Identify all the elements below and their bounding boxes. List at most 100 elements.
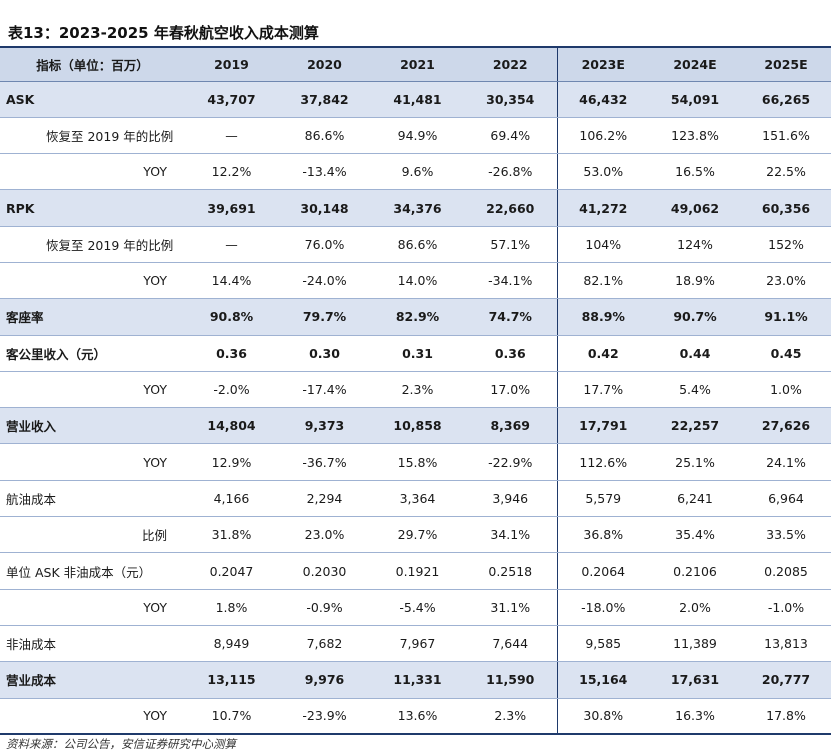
- header-year: 2020: [278, 46, 371, 82]
- row-value: 91.1%: [741, 298, 831, 336]
- row-value: 14,804: [185, 407, 278, 445]
- header-year: 2023E: [556, 46, 649, 82]
- table-row: 恢复至 2019 年的比例 —86.6% 94.9% 69.4% 106.2% 123.8…: [0, 117, 831, 155]
- row-value: 151.6%: [741, 117, 831, 155]
- row-value: 0.2064: [556, 552, 649, 590]
- row-value: 11,389: [649, 625, 741, 663]
- row-value: -18.0%: [556, 589, 649, 626]
- row-value: 8,369: [464, 407, 557, 445]
- row-value: 123.8%: [649, 117, 741, 155]
- row-value: 22,257: [649, 407, 741, 445]
- table-row: 营业成本 13,115 9,976 11,331 11,590 15,164 17,631 2…: [0, 661, 831, 699]
- row-value: 1.0%: [741, 371, 831, 409]
- row-value: 22.5%: [741, 153, 831, 191]
- row-value: 7,967: [371, 625, 464, 663]
- row-value: 18.9%: [649, 262, 741, 300]
- table-row: YOY 12.9% -36.7% 15.8% -22.9% 112.6% 25.1% 24.1…: [0, 443, 831, 481]
- row-value: 9.6%: [371, 153, 464, 191]
- row-value: 30.8%: [556, 698, 649, 736]
- row-value: 39,691: [185, 189, 278, 227]
- row-value: -26.8%: [464, 153, 557, 191]
- row-value: 35.4%: [649, 516, 741, 554]
- row-value: 15.8%: [371, 443, 464, 481]
- row-value: 86.6%: [278, 117, 371, 155]
- row-value: 34,376: [371, 189, 464, 227]
- row-value: 14.0%: [371, 262, 464, 300]
- row-value: 112.6%: [556, 443, 649, 481]
- row-value: 23.0%: [741, 262, 831, 300]
- row-label: 客公里收入（元）: [0, 335, 185, 372]
- row-value: 27,626: [741, 407, 831, 445]
- header-year: 2025E: [741, 46, 831, 82]
- header-year: 2021: [371, 46, 464, 82]
- row-value: -0.9%: [278, 589, 371, 626]
- row-value: -1.0%: [741, 589, 831, 626]
- source-note: 资料来源：公司公告，安信证券研究中心测算: [6, 737, 236, 751]
- row-value: 66,265: [741, 81, 831, 118]
- row-value: 152%: [741, 226, 831, 263]
- row-value: 24.1%: [741, 443, 831, 481]
- row-value: 11,331: [371, 661, 464, 699]
- row-value: 22,660: [464, 189, 557, 227]
- row-value: -36.7%: [278, 443, 371, 481]
- row-label: 恢复至 2019 年的比例: [0, 226, 185, 263]
- row-label: 航油成本: [0, 480, 185, 518]
- row-value: 88.9%: [556, 298, 649, 336]
- row-value: 69.4%: [464, 117, 557, 155]
- row-value: 5.4%: [649, 371, 741, 409]
- table-row: RPK 39,691 30,148 34,376 22,660 41,272 49,062 6…: [0, 189, 831, 227]
- row-value: 0.36: [464, 335, 557, 372]
- row-value: -34.1%: [464, 262, 557, 300]
- row-value: 10,858: [371, 407, 464, 445]
- row-label: 非油成本: [0, 625, 185, 663]
- row-value: 0.2030: [278, 552, 371, 590]
- row-value: 79.7%: [278, 298, 371, 336]
- header-year: 2024E: [649, 46, 741, 82]
- row-value: 17.8%: [741, 698, 831, 736]
- row-value: 30,354: [464, 81, 557, 118]
- row-value: 11,590: [464, 661, 557, 699]
- table-title: 表13：2023-2025 年春秋航空收入成本测算: [8, 24, 319, 42]
- row-value: 7,682: [278, 625, 371, 663]
- row-value: 0.45: [741, 335, 831, 372]
- row-value: 0.2106: [649, 552, 741, 590]
- row-value: -23.9%: [278, 698, 371, 736]
- row-value: 76.0%: [278, 226, 371, 263]
- row-value: —: [185, 117, 278, 155]
- row-label: YOY: [0, 589, 185, 626]
- table-row: 恢复至 2019 年的比例 —76.0% 86.6% 57.1% 104% 124% 152…: [0, 226, 831, 263]
- row-value: 82.9%: [371, 298, 464, 336]
- row-label: YOY: [0, 371, 185, 409]
- table-row: 客座率 90.8% 79.7% 82.9% 74.7% 88.9% 90.7% 91.1%: [0, 298, 831, 336]
- row-value: 5,579: [556, 480, 649, 518]
- row-value: -13.4%: [278, 153, 371, 191]
- row-value: 31.1%: [464, 589, 557, 626]
- row-label: 营业收入: [0, 407, 185, 445]
- row-value: 29.7%: [371, 516, 464, 554]
- header-year: 2022: [464, 46, 557, 82]
- row-label: 单位 ASK 非油成本（元）: [0, 552, 185, 590]
- row-value: -24.0%: [278, 262, 371, 300]
- row-value: 2.3%: [464, 698, 557, 736]
- row-label: ASK: [0, 81, 185, 118]
- row-value: 86.6%: [371, 226, 464, 263]
- row-value: 106.2%: [556, 117, 649, 155]
- revenue-cost-table: 指标（单位：百万） 2019 2020 2021 2022 2023E 2024E 2025E…: [0, 46, 831, 736]
- row-value: 23.0%: [278, 516, 371, 554]
- row-label: 客座率: [0, 298, 185, 336]
- header-year: 2019: [185, 46, 278, 82]
- row-value: 0.42: [556, 335, 649, 372]
- row-value: 8,949: [185, 625, 278, 663]
- table-row: ASK 43,707 37,842 41,481 30,354 46,432 54,091 6…: [0, 81, 831, 118]
- table-row: 客公里收入（元） 0.36 0.30 0.31 0.36 0.42 0.44 0.45: [0, 335, 831, 372]
- row-value: 30,148: [278, 189, 371, 227]
- row-value: 54,091: [649, 81, 741, 118]
- header-indicator: 指标（单位：百万）: [0, 46, 185, 82]
- row-value: 0.30: [278, 335, 371, 372]
- row-value: 13,115: [185, 661, 278, 699]
- row-value: 9,373: [278, 407, 371, 445]
- row-value: 17.0%: [464, 371, 557, 409]
- row-value: 36.8%: [556, 516, 649, 554]
- row-value: 104%: [556, 226, 649, 263]
- row-value: 0.1921: [371, 552, 464, 590]
